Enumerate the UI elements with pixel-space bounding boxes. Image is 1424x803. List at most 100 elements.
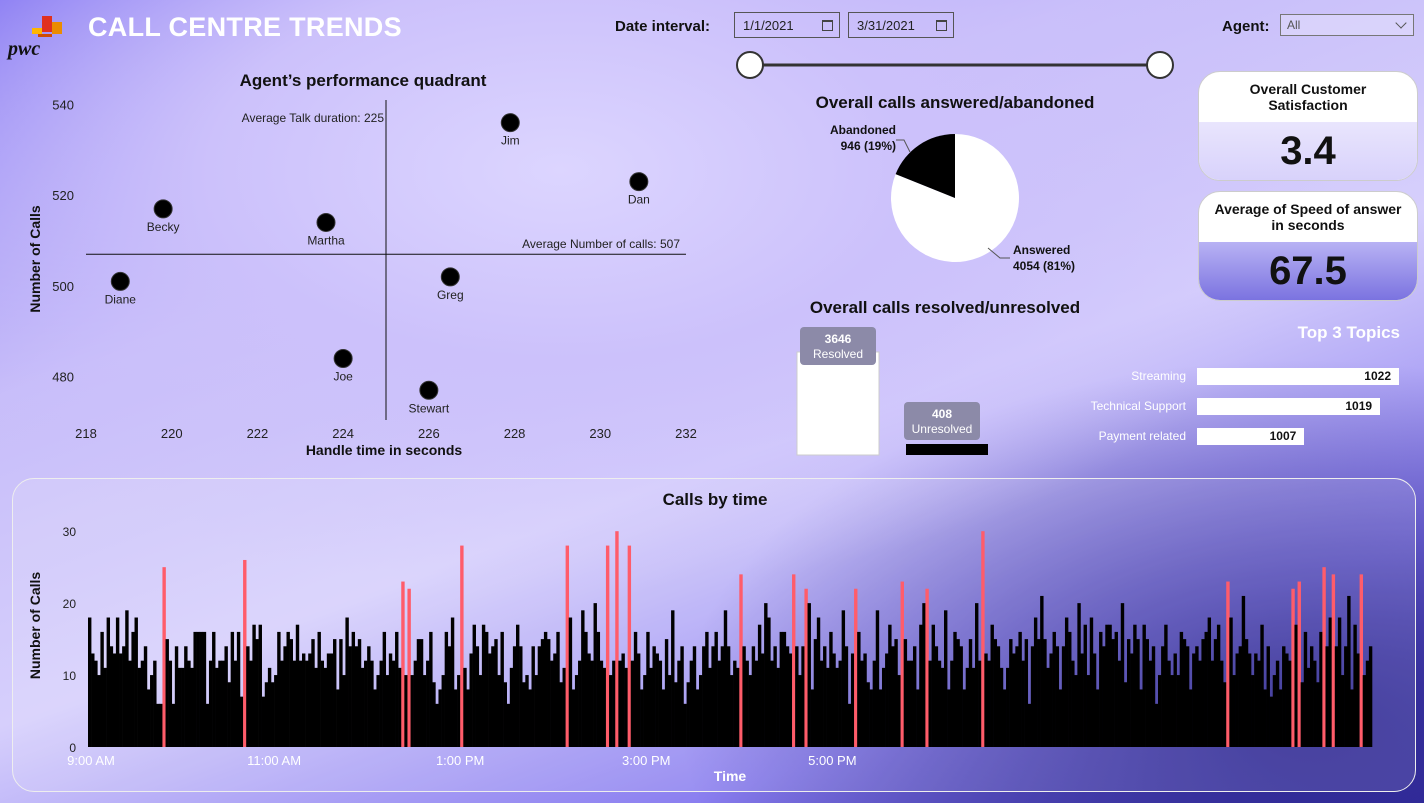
time-bar[interactable] — [475, 646, 480, 747]
time-bar[interactable] — [1077, 603, 1081, 747]
time-bar[interactable] — [1002, 689, 1007, 747]
time-bar[interactable] — [1024, 639, 1029, 747]
time-bar[interactable] — [404, 675, 408, 747]
time-bar[interactable] — [643, 675, 647, 747]
time-bar[interactable] — [835, 667, 839, 747]
time-bar[interactable] — [503, 682, 507, 747]
time-bar[interactable] — [295, 624, 300, 747]
time-bar[interactable] — [1120, 603, 1125, 747]
time-bar[interactable] — [88, 617, 92, 747]
time-bar[interactable] — [971, 667, 976, 747]
time-bar[interactable] — [398, 667, 402, 747]
time-bar[interactable] — [308, 653, 312, 747]
time-bar[interactable] — [819, 660, 824, 747]
scatter-point-greg[interactable] — [440, 267, 460, 287]
time-bar[interactable] — [509, 667, 514, 747]
time-bar[interactable] — [956, 639, 960, 747]
time-bar[interactable] — [373, 689, 377, 747]
scatter-point-dan[interactable] — [629, 172, 649, 192]
time-bar[interactable] — [1009, 639, 1013, 747]
time-bar[interactable] — [987, 660, 991, 747]
time-bar[interactable] — [388, 653, 393, 747]
time-bar[interactable] — [841, 610, 846, 747]
time-bar[interactable] — [1064, 617, 1069, 747]
time-bar[interactable] — [565, 545, 570, 747]
time-bar[interactable] — [1297, 581, 1301, 747]
time-bar[interactable] — [484, 631, 489, 747]
time-bar[interactable] — [311, 639, 315, 747]
time-bar[interactable] — [146, 689, 151, 747]
time-bar[interactable] — [872, 660, 877, 747]
date-start-field[interactable]: 1/1/2021 — [734, 12, 840, 38]
time-bar[interactable] — [261, 696, 266, 747]
time-bar[interactable] — [1170, 675, 1174, 747]
time-bar[interactable] — [714, 631, 718, 747]
time-bar[interactable] — [844, 646, 849, 747]
time-bar[interactable] — [289, 639, 293, 747]
time-bar[interactable] — [494, 639, 498, 747]
time-bar[interactable] — [792, 574, 796, 747]
time-bar[interactable] — [531, 646, 535, 747]
time-bar[interactable] — [264, 682, 269, 747]
time-bar[interactable] — [419, 639, 424, 747]
time-bar[interactable] — [255, 639, 259, 747]
time-bar[interactable] — [1340, 675, 1345, 747]
time-bar[interactable] — [897, 675, 901, 747]
pie-slice-abandoned[interactable] — [895, 134, 955, 198]
time-bar[interactable] — [1204, 631, 1208, 747]
time-bar[interactable] — [655, 653, 659, 747]
time-bar[interactable] — [522, 682, 526, 747]
time-bar[interactable] — [447, 646, 452, 747]
time-bar[interactable] — [457, 675, 461, 747]
scatter-point-joe[interactable] — [333, 349, 353, 369]
time-bar[interactable] — [940, 667, 945, 747]
time-bar[interactable] — [739, 574, 743, 747]
time-bar[interactable] — [801, 646, 805, 747]
time-bar[interactable] — [1368, 646, 1373, 747]
time-bar[interactable] — [1099, 631, 1103, 747]
time-bar[interactable] — [1325, 646, 1329, 747]
time-bar[interactable] — [131, 631, 135, 747]
time-bar[interactable] — [1033, 617, 1038, 747]
time-bar[interactable] — [184, 646, 188, 747]
time-bar[interactable] — [795, 646, 799, 747]
time-bar[interactable] — [748, 675, 753, 747]
time-bar[interactable] — [854, 588, 858, 747]
time-bar[interactable] — [119, 653, 123, 747]
time-bar[interactable] — [329, 653, 334, 747]
time-bar[interactable] — [1130, 653, 1134, 747]
time-bar[interactable] — [1182, 639, 1187, 747]
time-bar[interactable] — [1139, 689, 1143, 747]
time-bar[interactable] — [286, 631, 290, 747]
time-bar[interactable] — [683, 703, 687, 747]
time-bar[interactable] — [1316, 682, 1320, 747]
time-bar[interactable] — [91, 653, 95, 747]
time-bar[interactable] — [599, 660, 604, 747]
time-bar[interactable] — [609, 675, 613, 747]
topic-bar[interactable]: 1019 — [1197, 398, 1381, 415]
time-bar[interactable] — [1089, 617, 1094, 747]
time-bar[interactable] — [298, 660, 303, 747]
time-bar[interactable] — [323, 667, 328, 747]
time-bar[interactable] — [1291, 588, 1295, 747]
time-bar[interactable] — [190, 667, 194, 747]
time-bar[interactable] — [1306, 667, 1311, 747]
time-bar[interactable] — [646, 631, 650, 747]
time-bar[interactable] — [547, 639, 551, 747]
scatter-point-martha[interactable] — [316, 212, 336, 232]
time-bar[interactable] — [314, 667, 318, 747]
time-bar[interactable] — [1102, 646, 1106, 747]
time-bar[interactable] — [1185, 646, 1190, 747]
time-bar[interactable] — [1015, 646, 1019, 747]
time-bar[interactable] — [233, 660, 238, 747]
time-bar[interactable] — [1210, 660, 1215, 747]
time-bar[interactable] — [137, 667, 142, 747]
time-bar[interactable] — [1359, 574, 1363, 747]
time-bar[interactable] — [717, 660, 721, 747]
time-bar[interactable] — [878, 689, 883, 747]
time-bar[interactable] — [978, 660, 982, 747]
time-bar[interactable] — [1337, 617, 1342, 747]
time-bar[interactable] — [444, 631, 449, 747]
time-bar[interactable] — [1043, 639, 1047, 747]
time-bar[interactable] — [556, 631, 560, 747]
